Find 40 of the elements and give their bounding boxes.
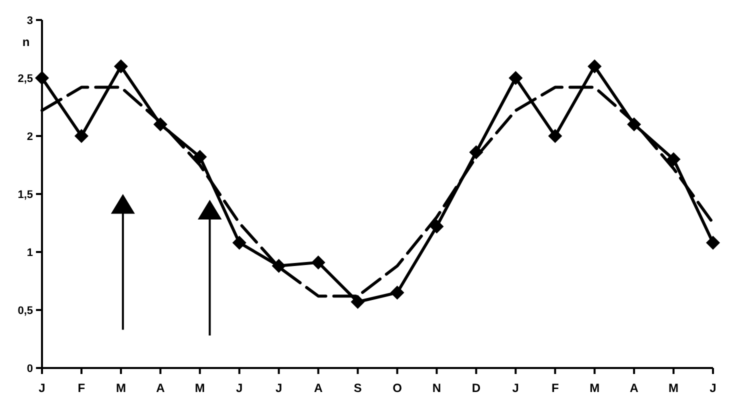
point: [311, 255, 326, 270]
x-tick-label: A: [156, 381, 166, 395]
x-tick-label: J: [236, 381, 243, 395]
point: [706, 236, 720, 250]
y-tick-label: 0: [26, 362, 33, 375]
x-tick-label: F: [551, 381, 559, 395]
x-tick-label: A: [314, 381, 323, 395]
x-tick-label: J: [275, 381, 282, 395]
x-tick-label: M: [116, 381, 126, 395]
point: [390, 286, 404, 300]
y-tick-label: 1: [26, 246, 33, 259]
x-tick-label: J: [512, 381, 519, 395]
point: [35, 71, 49, 85]
y-tick-label: 0,5: [18, 304, 33, 317]
y-tick-label: 2,5: [18, 72, 33, 85]
y-tick-label: 2: [26, 130, 33, 143]
point: [232, 236, 246, 250]
x-tick-label: D: [472, 381, 481, 395]
x-tick-label: N: [432, 381, 442, 395]
x-tick-label: S: [354, 381, 362, 395]
y-tick-label: 1,5: [18, 188, 33, 201]
y-tick-label: 3: [26, 14, 33, 27]
x-tick-label: M: [194, 381, 205, 395]
x-tick-label: A: [630, 381, 639, 395]
point: [508, 71, 523, 85]
point: [350, 294, 365, 309]
x-tick-label: M: [590, 381, 600, 395]
point: [430, 219, 444, 234]
x-tick-label: J: [38, 381, 46, 395]
y-axis-title: n: [22, 35, 30, 49]
x-tick-label: J: [710, 381, 716, 395]
point: [548, 129, 562, 143]
x-tick-label: O: [392, 381, 402, 395]
point: [192, 150, 207, 164]
x-tick-label: F: [78, 381, 86, 395]
point: [588, 59, 602, 74]
point: [666, 152, 681, 166]
x-tick-label: M: [668, 381, 679, 395]
point: [74, 129, 88, 143]
point: [114, 59, 128, 74]
